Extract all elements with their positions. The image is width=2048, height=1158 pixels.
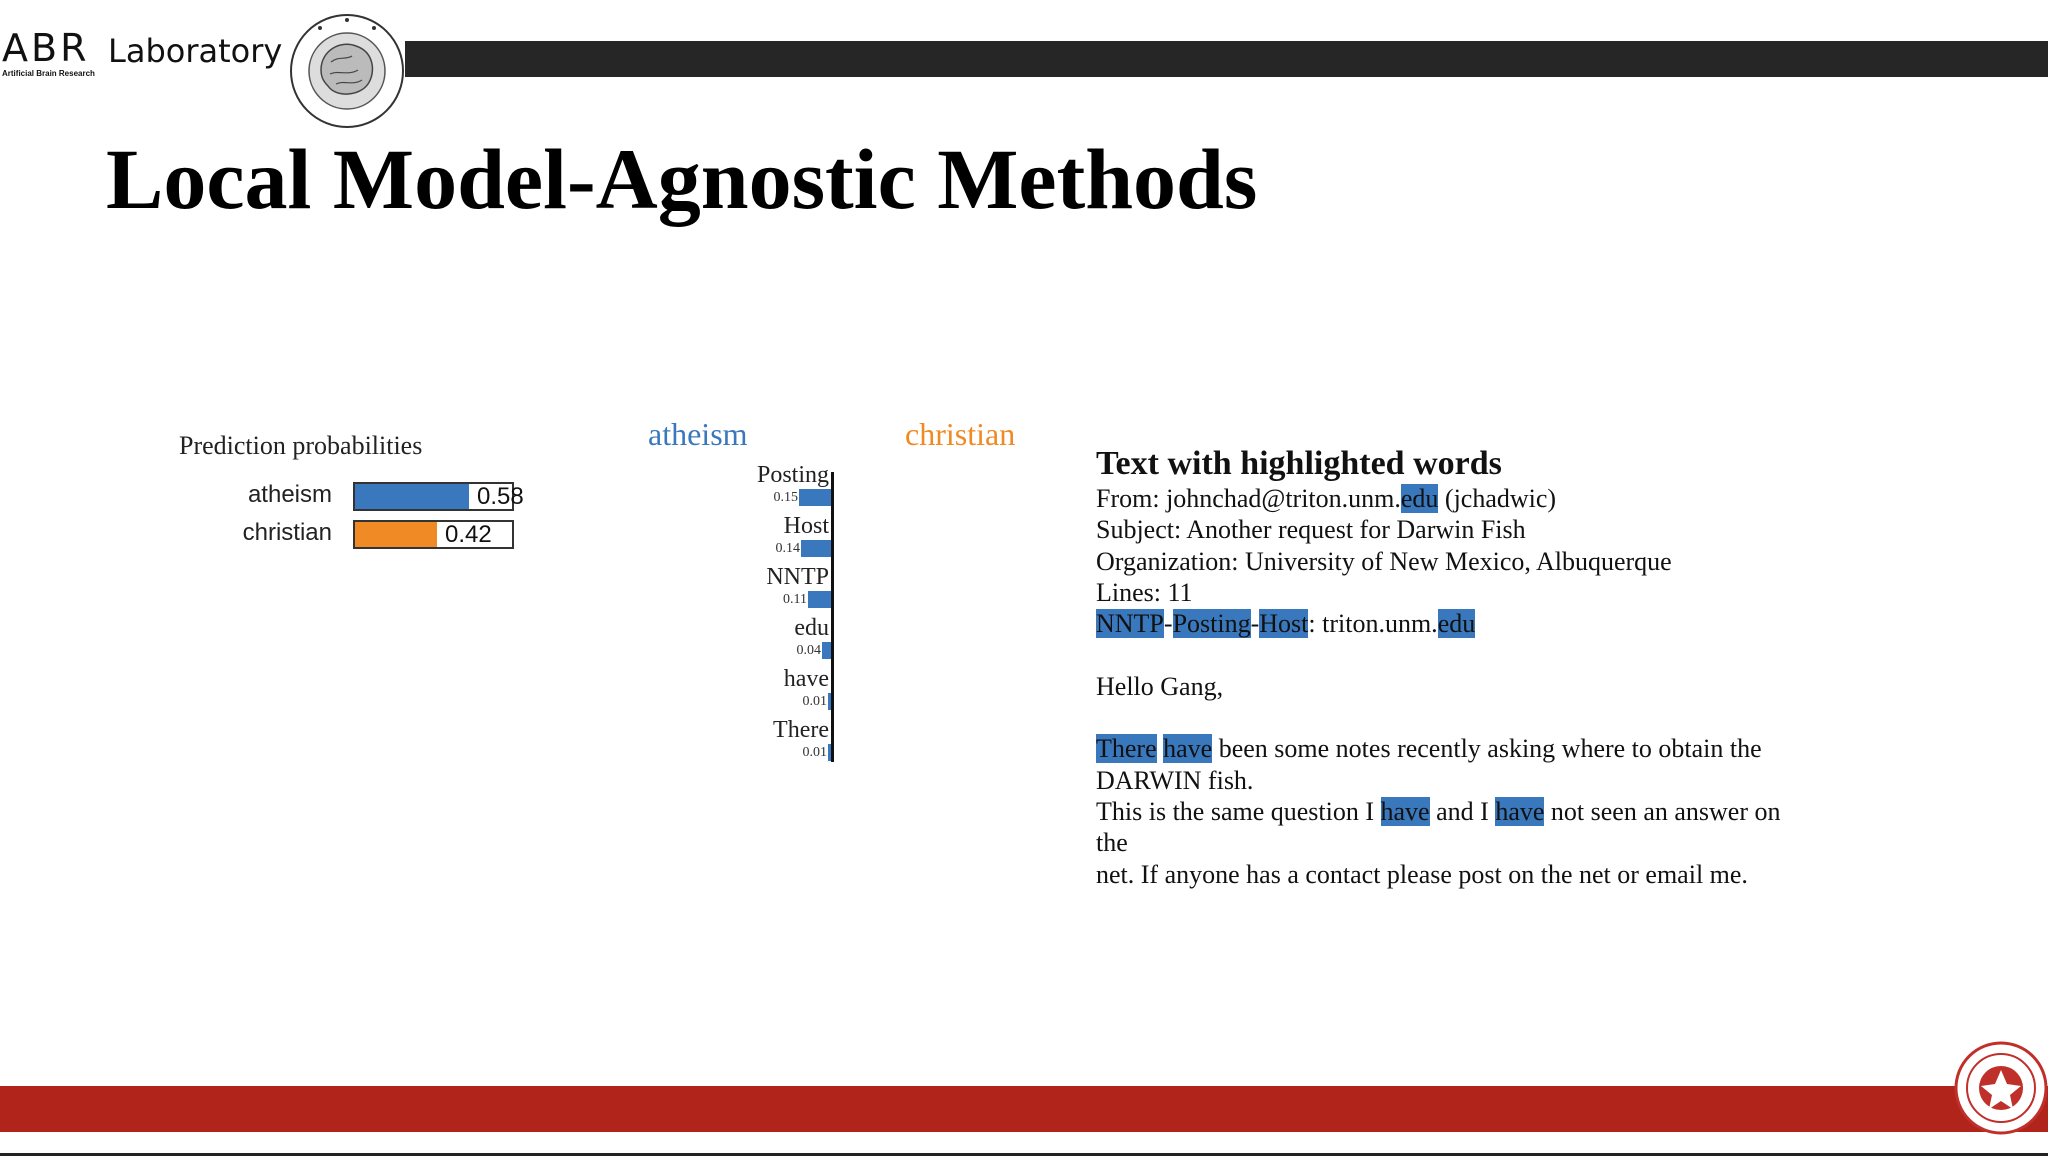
feature-value: 0.14 (775, 541, 801, 556)
text-segment: Lines: 11 (1096, 577, 1193, 607)
highlighted-word: Host (1259, 609, 1309, 639)
text-segment: (jchadwic) (1438, 484, 1557, 513)
prediction-bar-fill (355, 522, 437, 547)
feature-value: 0.15 (773, 490, 799, 505)
text-line: Hello Gang, (1096, 672, 1223, 702)
logo-subtitle: Artificial Brain Research (2, 69, 95, 78)
text-segment: and I (1429, 797, 1496, 826)
text-line: Subject: Another request for Darwin Fish (1096, 515, 1526, 545)
text-segment: From: johnchad@triton.unm. (1096, 484, 1401, 513)
prediction-value: 0.42 (445, 521, 492, 548)
text-segment: Subject: Another request for Darwin Fish (1096, 515, 1526, 545)
text-line: Organization: University of New Mexico, … (1096, 547, 1672, 577)
knu-university-seal-icon (1954, 1041, 2048, 1135)
footer-line (0, 1153, 2048, 1156)
feature-name: NNTP (766, 564, 829, 590)
feature-bar (808, 591, 831, 608)
feature-name: Host (783, 513, 829, 539)
header-bar (405, 41, 2048, 77)
prediction-bar-fill (355, 484, 469, 509)
feature-bar (828, 693, 831, 710)
text-segment: Organization: University of New Mexico, … (1096, 546, 1672, 576)
abr-brain-seal-icon (290, 14, 404, 128)
class-label-christian: christian (905, 416, 1016, 452)
feature-axis (831, 472, 834, 762)
text-segment: This is the same question I (1096, 797, 1381, 826)
text-line: From: johnchad@triton.unm.edu (jchadwic) (1096, 484, 1556, 514)
text-segment: - (1250, 609, 1260, 639)
prediction-label: atheism (247, 481, 332, 508)
text-segment: : triton.unm. (1308, 609, 1438, 639)
slide-title: Local Model-Agnostic Methods (106, 131, 1258, 227)
feature-value: 0.04 (796, 643, 822, 658)
prediction-label: christian (242, 519, 332, 546)
text-line: This is the same question I have and I h… (1096, 797, 1781, 827)
text-line: DARWIN fish. (1096, 766, 1253, 796)
logo-abr-text: ABR (2, 26, 90, 70)
highlighted-word: Posting (1172, 609, 1251, 639)
logo-laboratory-text: Laboratory (108, 32, 283, 70)
text-line: Lines: 11 (1096, 578, 1193, 608)
highlighted-word: have (1495, 797, 1545, 826)
text-segment: been some notes recently asking where to… (1212, 734, 1762, 764)
feature-bar (799, 489, 831, 506)
highlighted-word: edu (1437, 609, 1476, 639)
text-line: the (1096, 828, 1128, 858)
text-line: There have been some notes recently aski… (1096, 734, 1762, 764)
feature-name: have (783, 666, 829, 692)
feature-value: 0.01 (802, 745, 828, 760)
feature-value: 0.11 (783, 592, 807, 607)
text-segment: not seen an answer on (1544, 797, 1781, 826)
prediction-probabilities-title: Prediction probabilities (179, 431, 423, 460)
prediction-value: 0.58 (477, 483, 524, 510)
highlighted-word: have (1380, 797, 1430, 826)
text-segment: Hello Gang, (1096, 671, 1224, 701)
text-line: NNTP-Posting-Host: triton.unm.edu (1096, 609, 1476, 639)
text-segment: - (1163, 609, 1173, 639)
feature-name: There (773, 717, 829, 743)
text-line: net. If anyone has a contact please post… (1096, 860, 1748, 890)
class-label-atheism: atheism (648, 416, 748, 452)
feature-bar (828, 744, 831, 761)
highlighted-word: edu (1400, 484, 1439, 513)
feature-bar (801, 540, 831, 557)
prediction-bar: 0.42 (353, 520, 514, 549)
feature-name: edu (794, 615, 829, 641)
highlighted-word: have (1163, 734, 1213, 764)
prediction-bar: 0.58 (353, 482, 524, 511)
text-panel-title: Text with highlighted words (1096, 445, 1502, 482)
highlighted-word: There (1096, 734, 1157, 764)
text-segment: net. If anyone has a contact please post… (1096, 859, 1748, 889)
highlighted-word: NNTP (1096, 609, 1164, 639)
footer-bar (0, 1086, 2048, 1132)
text-segment: DARWIN fish. (1096, 765, 1254, 795)
feature-name: Posting (756, 462, 829, 488)
feature-value: 0.01 (802, 694, 828, 709)
feature-bar (822, 642, 831, 659)
text-segment: the (1096, 828, 1128, 858)
